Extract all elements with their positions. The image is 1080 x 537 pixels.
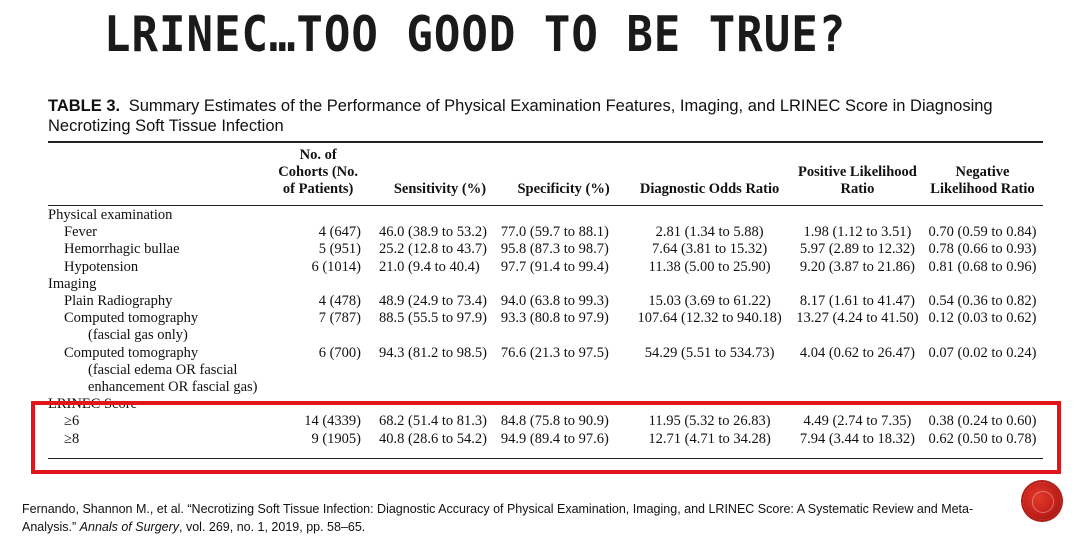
table-caption-label: TABLE 3. [48,97,121,115]
table-row-ct-fascial-edema: Computed tomography (fascial edema OR fa… [48,345,1043,397]
cell-dor: 54.29 (5.51 to 534.73) [644,344,775,361]
cell-cohorts: 6 (1014) [311,258,361,275]
performance-table: No. of Cohorts (No. of Patients) Sensiti… [48,145,1043,448]
cell-sensitivity: 88.5 (55.5 to 97.9) [379,310,487,327]
citation-details: , vol. 269, no. 1, 2019, pp. 58–65. [179,520,366,534]
cell-cohorts: 4 (478) [318,293,361,310]
section-label-imaging: Imaging [48,275,97,292]
table-caption-text: Summary Estimates of the Performance of … [48,97,993,135]
lrinec-highlight-box [31,401,1061,474]
cell-nlr: 0.38 (0.24 to 0.60) [928,413,1037,430]
cell-dor: 15.03 (3.69 to 61.22) [648,293,771,310]
cell-cohorts: 14 (4339) [304,413,361,430]
row-label: Computed tomography (fascial gas only) [48,310,275,344]
cell-plr: 13.27 (4.24 to 41.50) [796,310,919,327]
cell-specificity: 93.3 (80.8 to 97.9) [500,310,609,327]
table-row-lrinec-8: ≥8 9 (1905) 40.8 (28.6 to 54.2) 94.9 (89… [48,431,1043,448]
header-specificity: Specificity (%) [517,181,610,197]
cell-nlr: 0.62 (0.50 to 0.78) [928,430,1037,447]
cell-specificity: 76.6 (21.3 to 97.5) [500,344,609,361]
cell-sensitivity: 48.9 (24.9 to 73.4) [379,293,487,310]
cell-plr: 8.17 (1.61 to 41.47) [799,293,915,310]
row-label: ≥6 [64,413,80,430]
section-label-physical: Physical examination [48,207,173,223]
cell-dor: 11.38 (5.00 to 25.90) [648,258,771,275]
row-label-line: (fascial edema OR fascial [88,361,238,378]
table-row-plain-radiography: Plain Radiography 4 (478) 48.9 (24.9 to … [48,293,1043,310]
cell-sensitivity: 46.0 (38.9 to 53.2) [379,224,487,241]
cell-specificity: 94.0 (63.8 to 99.3) [500,293,609,310]
cell-plr: 5.97 (2.89 to 12.32) [799,241,915,258]
cell-specificity: 95.8 (87.3 to 98.7) [500,241,609,258]
row-label: Fever [64,224,98,241]
cell-nlr: 0.12 (0.03 to 0.62) [928,310,1037,327]
cell-specificity: 97.7 (91.4 to 99.4) [500,258,609,275]
header-diagnostic-odds-ratio: Diagnostic Odds Ratio [639,181,780,197]
row-label: Hemorrhagic bullae [64,241,180,258]
cell-dor: 107.64 (12.32 to 940.18) [637,310,782,327]
cell-nlr: 0.54 (0.36 to 0.82) [928,293,1037,310]
row-label: ≥8 [64,430,80,447]
row-label: Plain Radiography [64,293,173,310]
table-bottom-rule [48,458,1043,459]
cell-cohorts: 5 (951) [318,241,361,258]
table-row-hypotension: Hypotension 6 (1014) 21.0 (9.4 to 40.4) … [48,259,1043,276]
row-label-line: Computed tomography [64,310,199,327]
cell-plr: 7.94 (3.44 to 18.32) [799,430,915,447]
cell-specificity: 77.0 (59.7 to 88.1) [500,224,609,241]
slide-title: LRINEC…TOO GOOD TO BE TRUE? [104,6,847,64]
cell-plr: 4.04 (0.62 to 26.47) [799,344,915,361]
header-positive-likelihood-ratio: Positive Likelihood Ratio [797,164,917,197]
citation-text: Fernando, Shannon M., et al. “Necrotizin… [22,502,974,534]
table-row-fever: Fever 4 (647) 46.0 (38.9 to 53.2) 77.0 (… [48,224,1043,241]
table-caption: TABLE 3. Summary Estimates of the Perfor… [48,96,1048,136]
row-label: Computed tomography (fascial edema OR fa… [48,345,275,397]
row-label-line: (fascial gas only) [88,327,188,344]
cell-plr: 9.20 (3.87 to 21.86) [799,258,915,275]
cell-specificity: 94.9 (89.4 to 97.6) [500,430,609,447]
cell-plr: 4.49 (2.74 to 7.35) [803,413,912,430]
row-label-line: Computed tomography [64,344,199,361]
red-circle-badge-icon [1023,482,1061,520]
cell-dor: 12.71 (4.71 to 34.28) [648,430,771,447]
cell-sensitivity: 25.2 (12.8 to 43.7) [379,241,487,258]
table-header-row: No. of Cohorts (No. of Patients) Sensiti… [48,145,1043,204]
cell-sensitivity: 40.8 (28.6 to 54.2) [379,430,487,447]
cell-sensitivity: 21.0 (9.4 to 40.4) [379,258,480,275]
cell-nlr: 0.81 (0.68 to 0.96) [928,258,1037,275]
cell-dor: 2.81 (1.34 to 5.88) [655,224,764,241]
cell-sensitivity: 94.3 (81.2 to 98.5) [379,344,487,361]
cell-cohorts: 9 (1905) [311,430,361,447]
section-row-imaging: Imaging [48,276,1043,293]
citation-journal: Annals of Surgery [79,520,180,534]
cell-sensitivity: 68.2 (51.4 to 81.3) [379,413,487,430]
cell-dor: 7.64 (3.81 to 15.32) [652,241,768,258]
table-row-ct-fascial-gas: Computed tomography (fascial gas only) 7… [48,310,1043,344]
cell-cohorts: 7 (787) [318,310,361,327]
cell-specificity: 84.8 (75.8 to 90.9) [500,413,609,430]
header-sensitivity: Sensitivity (%) [393,181,487,197]
table-row-hemorrhagic-bullae: Hemorrhagic bullae 5 (951) 25.2 (12.8 to… [48,241,1043,258]
header-cohorts: No. of Cohorts (No. of Patients) [278,147,359,197]
cell-nlr: 0.07 (0.02 to 0.24) [928,344,1037,361]
header-negative-likelihood-ratio: Negative Likelihood Ratio [930,164,1035,197]
cell-nlr: 0.70 (0.59 to 0.84) [928,224,1037,241]
row-label: Hypotension [64,258,139,275]
citation: Fernando, Shannon M., et al. “Necrotizin… [22,500,1022,536]
cell-dor: 11.95 (5.32 to 26.83) [648,413,771,430]
row-label-line: enhancement OR fascial gas) [88,379,258,396]
cell-cohorts: 4 (647) [318,224,361,241]
table-row-lrinec-6: ≥6 14 (4339) 68.2 (51.4 to 81.3) 84.8 (7… [48,413,1043,430]
cell-nlr: 0.78 (0.66 to 0.93) [928,241,1037,258]
cell-plr: 1.98 (1.12 to 3.51) [803,224,912,241]
table-top-rule [48,141,1043,143]
table-header-rule [48,205,1043,206]
cell-cohorts: 6 (700) [318,344,361,361]
section-row-physical: Physical examination [48,204,1043,224]
header-label [48,145,275,204]
